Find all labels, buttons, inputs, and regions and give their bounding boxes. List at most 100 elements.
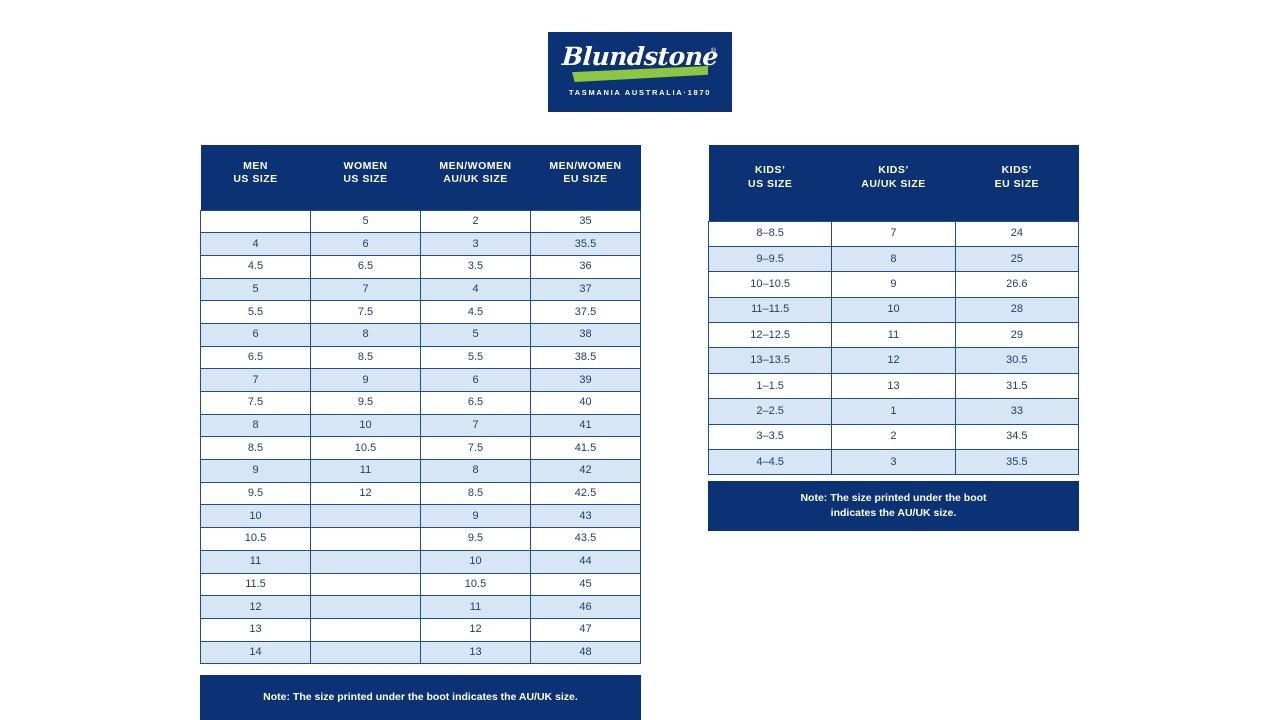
table-cell: 30.5: [954, 347, 1080, 374]
registered-trademark-icon: ®: [710, 48, 716, 55]
table-cell: 11: [200, 549, 311, 574]
header-line-1: MEN/WOMEN: [549, 159, 622, 172]
table-cell: 1–1.5: [707, 372, 833, 400]
table-cell: 13: [831, 372, 956, 400]
table-cell: [310, 617, 421, 642]
table-row: 3–3.5 2 34.5: [707, 423, 1080, 451]
table-cell: [310, 549, 421, 574]
table-row: 6 8 5 38: [200, 322, 641, 347]
kids-size-chart: KIDS’ US SIZE KIDS’ AU/UK SIZE KIDS’ EU …: [707, 145, 1080, 476]
table-row: 9 11 8 42: [200, 459, 641, 483]
table-cell: 12: [310, 481, 421, 506]
table-row: 11 10 44: [200, 549, 641, 574]
table-row: 11.5 10.5 45: [200, 572, 641, 597]
table-cell: 8: [200, 413, 311, 438]
table-cell: 7: [831, 220, 956, 247]
table-cell: 9: [310, 368, 421, 392]
table-cell: 43.5: [530, 527, 641, 551]
table-cell: 5: [310, 209, 421, 234]
kids-note-line-1: Note: The size printed under the boot: [800, 491, 987, 504]
adult-size-chart: MEN US SIZE WOMEN US SIZE MEN/WOMEN AU/U…: [200, 145, 641, 665]
adult-table-header: MEN US SIZE WOMEN US SIZE MEN/WOMEN AU/U…: [200, 145, 641, 210]
header-line-1: MEN: [243, 159, 268, 172]
table-cell: 31.5: [954, 372, 1080, 400]
table-cell: 45: [530, 572, 641, 597]
table-cell: 41.5: [530, 436, 641, 461]
adult-col-auuk: MEN/WOMEN AU/UK SIZE: [420, 145, 531, 210]
table-cell: 10: [310, 413, 421, 438]
kids-note-text: Note: The size printed under the boot in…: [800, 491, 986, 521]
table-cell: 12: [831, 347, 956, 374]
table-cell: 9.5: [310, 391, 421, 415]
table-cell: 35.5: [530, 232, 641, 256]
table-row: 1–1.5 13 31.5: [707, 372, 1080, 400]
kids-table-body: 8–8.5 7 24 9–9.5 8 25 10–10.5 9 26.6 11–11.5 10 28 1…: [707, 220, 1080, 476]
adult-col-men-us: MEN US SIZE: [200, 145, 311, 210]
table-cell: 35.5: [954, 449, 1080, 476]
adult-header-row: MEN US SIZE WOMEN US SIZE MEN/WOMEN AU/U…: [200, 145, 641, 210]
table-cell: 9: [831, 271, 956, 298]
table-cell: 3: [831, 449, 956, 476]
table-cell: 2–2.5: [707, 398, 833, 425]
table-cell: 7.5: [310, 300, 421, 324]
header-line-1: KIDS’: [878, 164, 909, 177]
table-row: 7.5 9.5 6.5 40: [200, 391, 641, 415]
table-cell: 12: [200, 595, 311, 619]
table-cell: 10.5: [420, 572, 531, 597]
table-cell: 38: [530, 322, 641, 347]
table-cell: 6: [310, 232, 421, 256]
table-cell: 6.5: [200, 345, 311, 370]
table-cell: 11.5: [200, 572, 311, 597]
header-line-1: KIDS’: [1001, 164, 1033, 177]
table-row: 10.5 9.5 43.5: [200, 527, 641, 551]
table-cell: 44: [530, 549, 641, 574]
table-row: 8–8.5 7 24: [707, 220, 1080, 247]
table-row: 4.5 6.5 3.5 36: [200, 254, 641, 279]
table-cell: 5.5: [200, 300, 311, 324]
table-row: 8 10 7 41: [200, 413, 641, 438]
table-cell: 10: [831, 296, 956, 324]
table-cell: 11: [420, 595, 531, 619]
table-cell: 2: [831, 423, 956, 451]
header-line-2: US SIZE: [343, 173, 388, 186]
table-cell: 11–11.5: [707, 296, 833, 324]
table-cell: 42.5: [530, 481, 641, 506]
kids-header-row: KIDS’ US SIZE KIDS’ AU/UK SIZE KIDS’ EU …: [708, 145, 1079, 221]
table-cell: 12–12.5: [707, 322, 833, 349]
table-row: 13–13.5 12 30.5: [707, 347, 1080, 374]
header-line-1: MEN/WOMEN: [439, 159, 512, 172]
table-cell: 10.5: [200, 527, 311, 551]
table-cell: 6: [420, 368, 531, 392]
table-cell: 24: [954, 220, 1080, 247]
table-row: 10 9 43: [200, 504, 641, 529]
table-cell: 37.5: [530, 300, 641, 324]
table-cell: 34.5: [954, 423, 1080, 451]
table-cell: 43: [530, 504, 641, 529]
table-cell: 7: [310, 277, 421, 302]
table-cell: 4–4.5: [707, 449, 833, 476]
header-line-2: US SIZE: [747, 177, 793, 190]
table-cell: 29: [954, 322, 1080, 349]
adult-note-box: Note: The size printed under the boot in…: [200, 675, 641, 720]
header-line-1: KIDS’: [754, 164, 786, 177]
table-cell: 7: [420, 413, 531, 438]
table-cell: 40: [530, 391, 641, 415]
table-cell: 35: [530, 209, 641, 234]
table-cell: 6.5: [420, 391, 531, 415]
table-cell: 8.5: [420, 481, 531, 506]
table-row: 8.5 10.5 7.5 41.5: [200, 436, 641, 461]
table-cell: 9.5: [200, 481, 311, 506]
adult-note-text: Note: The size printed under the boot in…: [263, 690, 578, 703]
kids-col-us: KIDS’ US SIZE: [708, 145, 832, 221]
table-cell: 2: [420, 209, 531, 234]
table-row: 14 13 48: [200, 640, 641, 665]
table-cell: [200, 209, 311, 234]
table-cell: 7: [200, 368, 311, 392]
table-row: 7 9 6 39: [200, 368, 641, 392]
table-cell: 28: [954, 296, 1080, 324]
table-cell: 11: [831, 322, 956, 349]
table-cell: 46: [530, 595, 641, 619]
kids-col-auuk: KIDS’ AU/UK SIZE: [831, 145, 956, 221]
table-cell: 14: [200, 640, 311, 665]
kids-size-table: KIDS’ US SIZE KIDS’ AU/UK SIZE KIDS’ EU …: [707, 145, 1080, 476]
